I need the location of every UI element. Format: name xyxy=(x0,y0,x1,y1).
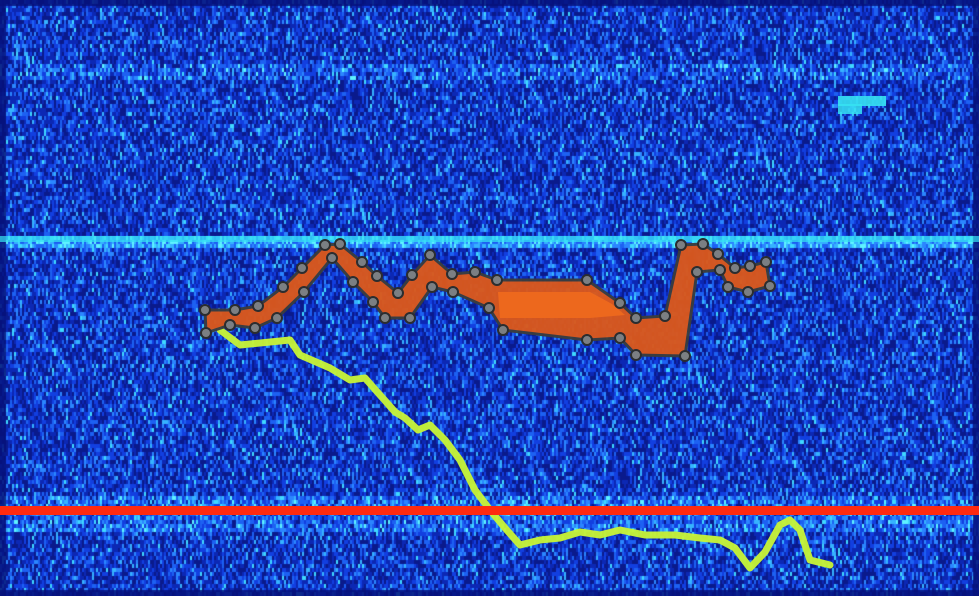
vertex-handle-icon[interactable] xyxy=(249,322,261,334)
vertex-handle-icon[interactable] xyxy=(347,276,359,288)
vertex-handle-icon[interactable] xyxy=(581,334,593,346)
vertex-handle-icon[interactable] xyxy=(491,274,503,286)
vertex-handle-icon[interactable] xyxy=(614,332,626,344)
vertex-handle-icon[interactable] xyxy=(424,249,436,261)
vertex-handle-icon[interactable] xyxy=(446,268,458,280)
vertex-handle-icon[interactable] xyxy=(298,286,310,298)
vertex-handle-icon[interactable] xyxy=(729,262,741,274)
vertex-handle-icon[interactable] xyxy=(744,260,756,272)
vertex-handle-icon[interactable] xyxy=(252,300,264,312)
vertex-handle-icon[interactable] xyxy=(764,280,776,292)
vertex-handle-icon[interactable] xyxy=(659,310,671,322)
vertex-handle-icon[interactable] xyxy=(483,302,495,314)
vertex-handle-icon[interactable] xyxy=(497,324,509,336)
vertex-handle-icon[interactable] xyxy=(334,238,346,250)
vertex-handle-icon[interactable] xyxy=(697,238,709,250)
horizontal-cyan-line xyxy=(0,236,979,242)
cyan-artifact xyxy=(838,96,886,106)
vertex-handle-icon[interactable] xyxy=(319,239,331,251)
vertex-handle-icon[interactable] xyxy=(356,256,368,268)
vertex-handle-icon[interactable] xyxy=(229,304,241,316)
vertex-handle-icon[interactable] xyxy=(392,287,404,299)
vertex-handle-icon[interactable] xyxy=(630,312,642,324)
vertex-handle-icon[interactable] xyxy=(200,327,212,339)
cyan-artifact-tail xyxy=(838,104,862,114)
vertex-handle-icon[interactable] xyxy=(679,350,691,362)
vertex-handle-icon[interactable] xyxy=(722,281,734,293)
vertex-handle-icon[interactable] xyxy=(630,349,642,361)
selection-core xyxy=(498,292,625,318)
vertex-handle-icon[interactable] xyxy=(447,286,459,298)
vertex-handle-icon[interactable] xyxy=(714,264,726,276)
vertex-handle-icon[interactable] xyxy=(691,266,703,278)
vertex-handle-icon[interactable] xyxy=(326,252,338,264)
vertex-handle-icon[interactable] xyxy=(675,239,687,251)
vertex-handle-icon[interactable] xyxy=(271,312,283,324)
signal-trace xyxy=(216,326,834,572)
vertex-handle-icon[interactable] xyxy=(296,262,308,274)
vertex-handle-icon[interactable] xyxy=(371,270,383,282)
marker-line[interactable] xyxy=(0,506,979,515)
vertex-handle-icon[interactable] xyxy=(224,319,236,331)
vertex-handles[interactable] xyxy=(199,238,776,362)
vertex-handle-icon[interactable] xyxy=(406,269,418,281)
vertex-handle-icon[interactable] xyxy=(426,281,438,293)
vertex-handle-icon[interactable] xyxy=(742,286,754,298)
vertex-handle-icon[interactable] xyxy=(614,297,626,309)
vertex-handle-icon[interactable] xyxy=(760,256,772,268)
vertex-handle-icon[interactable] xyxy=(712,248,724,260)
vertex-handle-icon[interactable] xyxy=(199,304,211,316)
vertex-handle-icon[interactable] xyxy=(367,296,379,308)
vertex-handle-icon[interactable] xyxy=(469,266,481,278)
vertex-handle-icon[interactable] xyxy=(277,281,289,293)
vertex-handle-icon[interactable] xyxy=(379,312,391,324)
vertex-handle-icon[interactable] xyxy=(581,274,593,286)
vertex-handle-icon[interactable] xyxy=(404,312,416,324)
